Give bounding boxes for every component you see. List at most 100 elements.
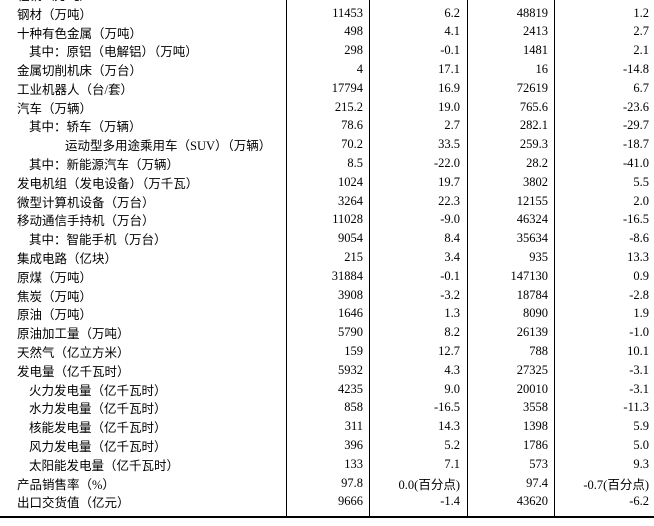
product-label: 其中：新能源汽车（万辆）: [29, 158, 180, 173]
month-growth-cell: 19.7: [438, 174, 460, 189]
cumulative-value-cell: 48819: [516, 5, 548, 20]
table-row: 火力发电量（亿千瓦时） 4235 9.0 20010 -3.1: [0, 380, 654, 399]
product-label: 焦炭（万吨）: [17, 289, 93, 304]
column-rule-1: [286, 0, 287, 516]
cumulative-growth-cell: 9.3: [633, 456, 649, 471]
cumulative-value-cell: 26139: [516, 325, 548, 340]
table-row: 天然气（亿立方米） 159 12.7 788 10.1: [0, 342, 654, 361]
month-value-cell: 298: [344, 43, 363, 58]
month-growth-cell: -22.0: [433, 156, 460, 171]
month-growth-cell: -0.1: [440, 43, 460, 58]
cumulative-value-cell: 765.6: [519, 99, 548, 114]
table-row: 微型计算机设备（万台） 3264 22.3 12155 2.0: [0, 192, 654, 211]
cumulative-value-cell: 20010: [516, 381, 548, 396]
cumulative-growth-cell: -29.7: [622, 118, 649, 133]
month-value-cell: 159: [344, 344, 363, 359]
month-value-cell: 17794: [331, 80, 363, 95]
month-growth-cell: 7.1: [444, 456, 460, 471]
product-label: 天然气（亿立方米）: [17, 346, 130, 361]
month-value-cell: 9054: [338, 231, 363, 246]
table-row: 钢材（万吨） 11453 6.2 48819 1.2: [0, 4, 654, 23]
month-growth-cell: 6.2: [444, 5, 460, 20]
table-row: 出口交货值（亿元） 9666 -1.4 43620 -6.2: [0, 493, 654, 512]
month-growth-cell: 3.4: [444, 250, 460, 265]
cumulative-growth-cell: -23.6: [622, 99, 649, 114]
table-row: 原油（万吨） 1646 1.3 8090 1.9: [0, 305, 654, 324]
cumulative-growth-cell: -6.2: [629, 494, 649, 509]
cumulative-value-cell: 3802: [523, 174, 548, 189]
product-label: 十种有色金属（万吨）: [17, 26, 143, 41]
cumulative-growth-cell: 0.9: [633, 268, 649, 283]
cumulative-growth-cell: -2.8: [629, 287, 649, 302]
month-value-cell: 70.2: [341, 137, 363, 152]
month-growth-cell: -9.0: [440, 212, 460, 227]
cumulative-value-cell: 259.3: [519, 137, 548, 152]
cumulative-growth-cell: 2.0: [633, 193, 649, 208]
month-growth-cell: -16.5: [433, 400, 460, 415]
table-row: 粗钢（万吨）: [0, 0, 654, 4]
product-label: 钢材（万吨）: [17, 7, 93, 22]
cumulative-growth-cell: -3.1: [629, 381, 649, 396]
month-growth-cell: 1.3: [444, 306, 460, 321]
table-row: 运动型多用途乘用车（SUV）（万辆） 70.2 33.5 259.3 -18.7: [0, 135, 654, 154]
month-value-cell: 498: [344, 24, 363, 39]
month-value-cell: 11453: [332, 5, 363, 20]
cumulative-value-cell: 2413: [523, 24, 548, 39]
cumulative-value-cell: 28.2: [526, 156, 548, 171]
product-label: 产品销售率（%）: [17, 477, 115, 492]
month-growth-cell: 12.7: [438, 344, 460, 359]
table-row: 发电机组（发电设备）（万千瓦） 1024 19.7 3802 5.5: [0, 173, 654, 192]
product-label: 水力发电量（亿千瓦时）: [29, 402, 167, 417]
month-value-cell: 3908: [338, 287, 363, 302]
cumulative-value-cell: 3558: [523, 400, 548, 415]
month-value-cell: 858: [344, 400, 363, 415]
table-row: 原煤（万吨） 31884 -0.1 147130 0.9: [0, 267, 654, 286]
product-label: 发电量（亿千瓦时）: [17, 364, 130, 379]
product-label: 太阳能发电量（亿千瓦时）: [29, 458, 180, 473]
product-label: 工业机器人（台/套）: [17, 82, 133, 97]
product-label: 金属切削机床（万台）: [17, 64, 143, 79]
cumulative-value-cell: 282.1: [519, 118, 548, 133]
month-value-cell: 11028: [332, 212, 363, 227]
cumulative-growth-cell: 1.9: [633, 306, 649, 321]
product-label: 发电机组（发电设备）（万千瓦）: [17, 176, 199, 191]
cumulative-growth-cell: -3.1: [629, 362, 649, 377]
cumulative-value-cell: 97.4: [526, 475, 548, 490]
cumulative-growth-cell: 5.9: [633, 419, 649, 434]
cumulative-value-cell: 1398: [523, 419, 548, 434]
cumulative-value-cell: 147130: [510, 268, 549, 283]
month-growth-cell: 5.2: [444, 438, 460, 453]
product-label: 其中：轿车（万辆）: [29, 120, 142, 135]
cumulative-growth-cell: 5.0: [633, 438, 649, 453]
cumulative-growth-cell: -41.0: [622, 156, 649, 171]
month-growth-cell: -1.4: [440, 494, 460, 509]
month-growth-cell: 22.3: [438, 193, 460, 208]
cumulative-growth-cell: -16.5: [622, 212, 649, 227]
table-row: 工业机器人（台/套） 17794 16.9 72619 6.7: [0, 79, 654, 98]
cumulative-value-cell: 1481: [523, 43, 548, 58]
cumulative-growth-cell: 5.5: [633, 174, 649, 189]
month-growth-cell: 19.0: [438, 99, 460, 114]
product-label: 移动通信手持机（万台）: [17, 214, 155, 229]
product-label: 火力发电量（亿千瓦时）: [29, 383, 167, 398]
cumulative-growth-cell: 1.2: [633, 5, 649, 20]
cumulative-growth-cell: -8.6: [629, 231, 649, 246]
month-value-cell: 5932: [338, 362, 363, 377]
cumulative-value-cell: 46324: [516, 212, 548, 227]
product-label: 原油（万吨）: [17, 308, 93, 323]
cumulative-value-cell: 8090: [523, 306, 548, 321]
month-growth-cell: 8.4: [444, 231, 460, 246]
month-growth-cell: 4.1: [444, 24, 460, 39]
table-row: 原油加工量（万吨） 5790 8.2 26139 -1.0: [0, 323, 654, 342]
table-bottom-rule: [0, 516, 654, 518]
month-value-cell: 1024: [338, 174, 363, 189]
cumulative-value-cell: 788: [529, 344, 548, 359]
cumulative-value-cell: 18784: [516, 287, 548, 302]
month-value-cell: 9666: [338, 494, 363, 509]
month-growth-cell: -3.2: [440, 287, 460, 302]
cumulative-value-cell: 1786: [523, 438, 548, 453]
cumulative-growth-cell: 6.7: [633, 80, 649, 95]
cumulative-growth-cell: -1.0: [629, 325, 649, 340]
month-value-cell: 31884: [331, 268, 363, 283]
column-rule-4: [554, 0, 555, 516]
